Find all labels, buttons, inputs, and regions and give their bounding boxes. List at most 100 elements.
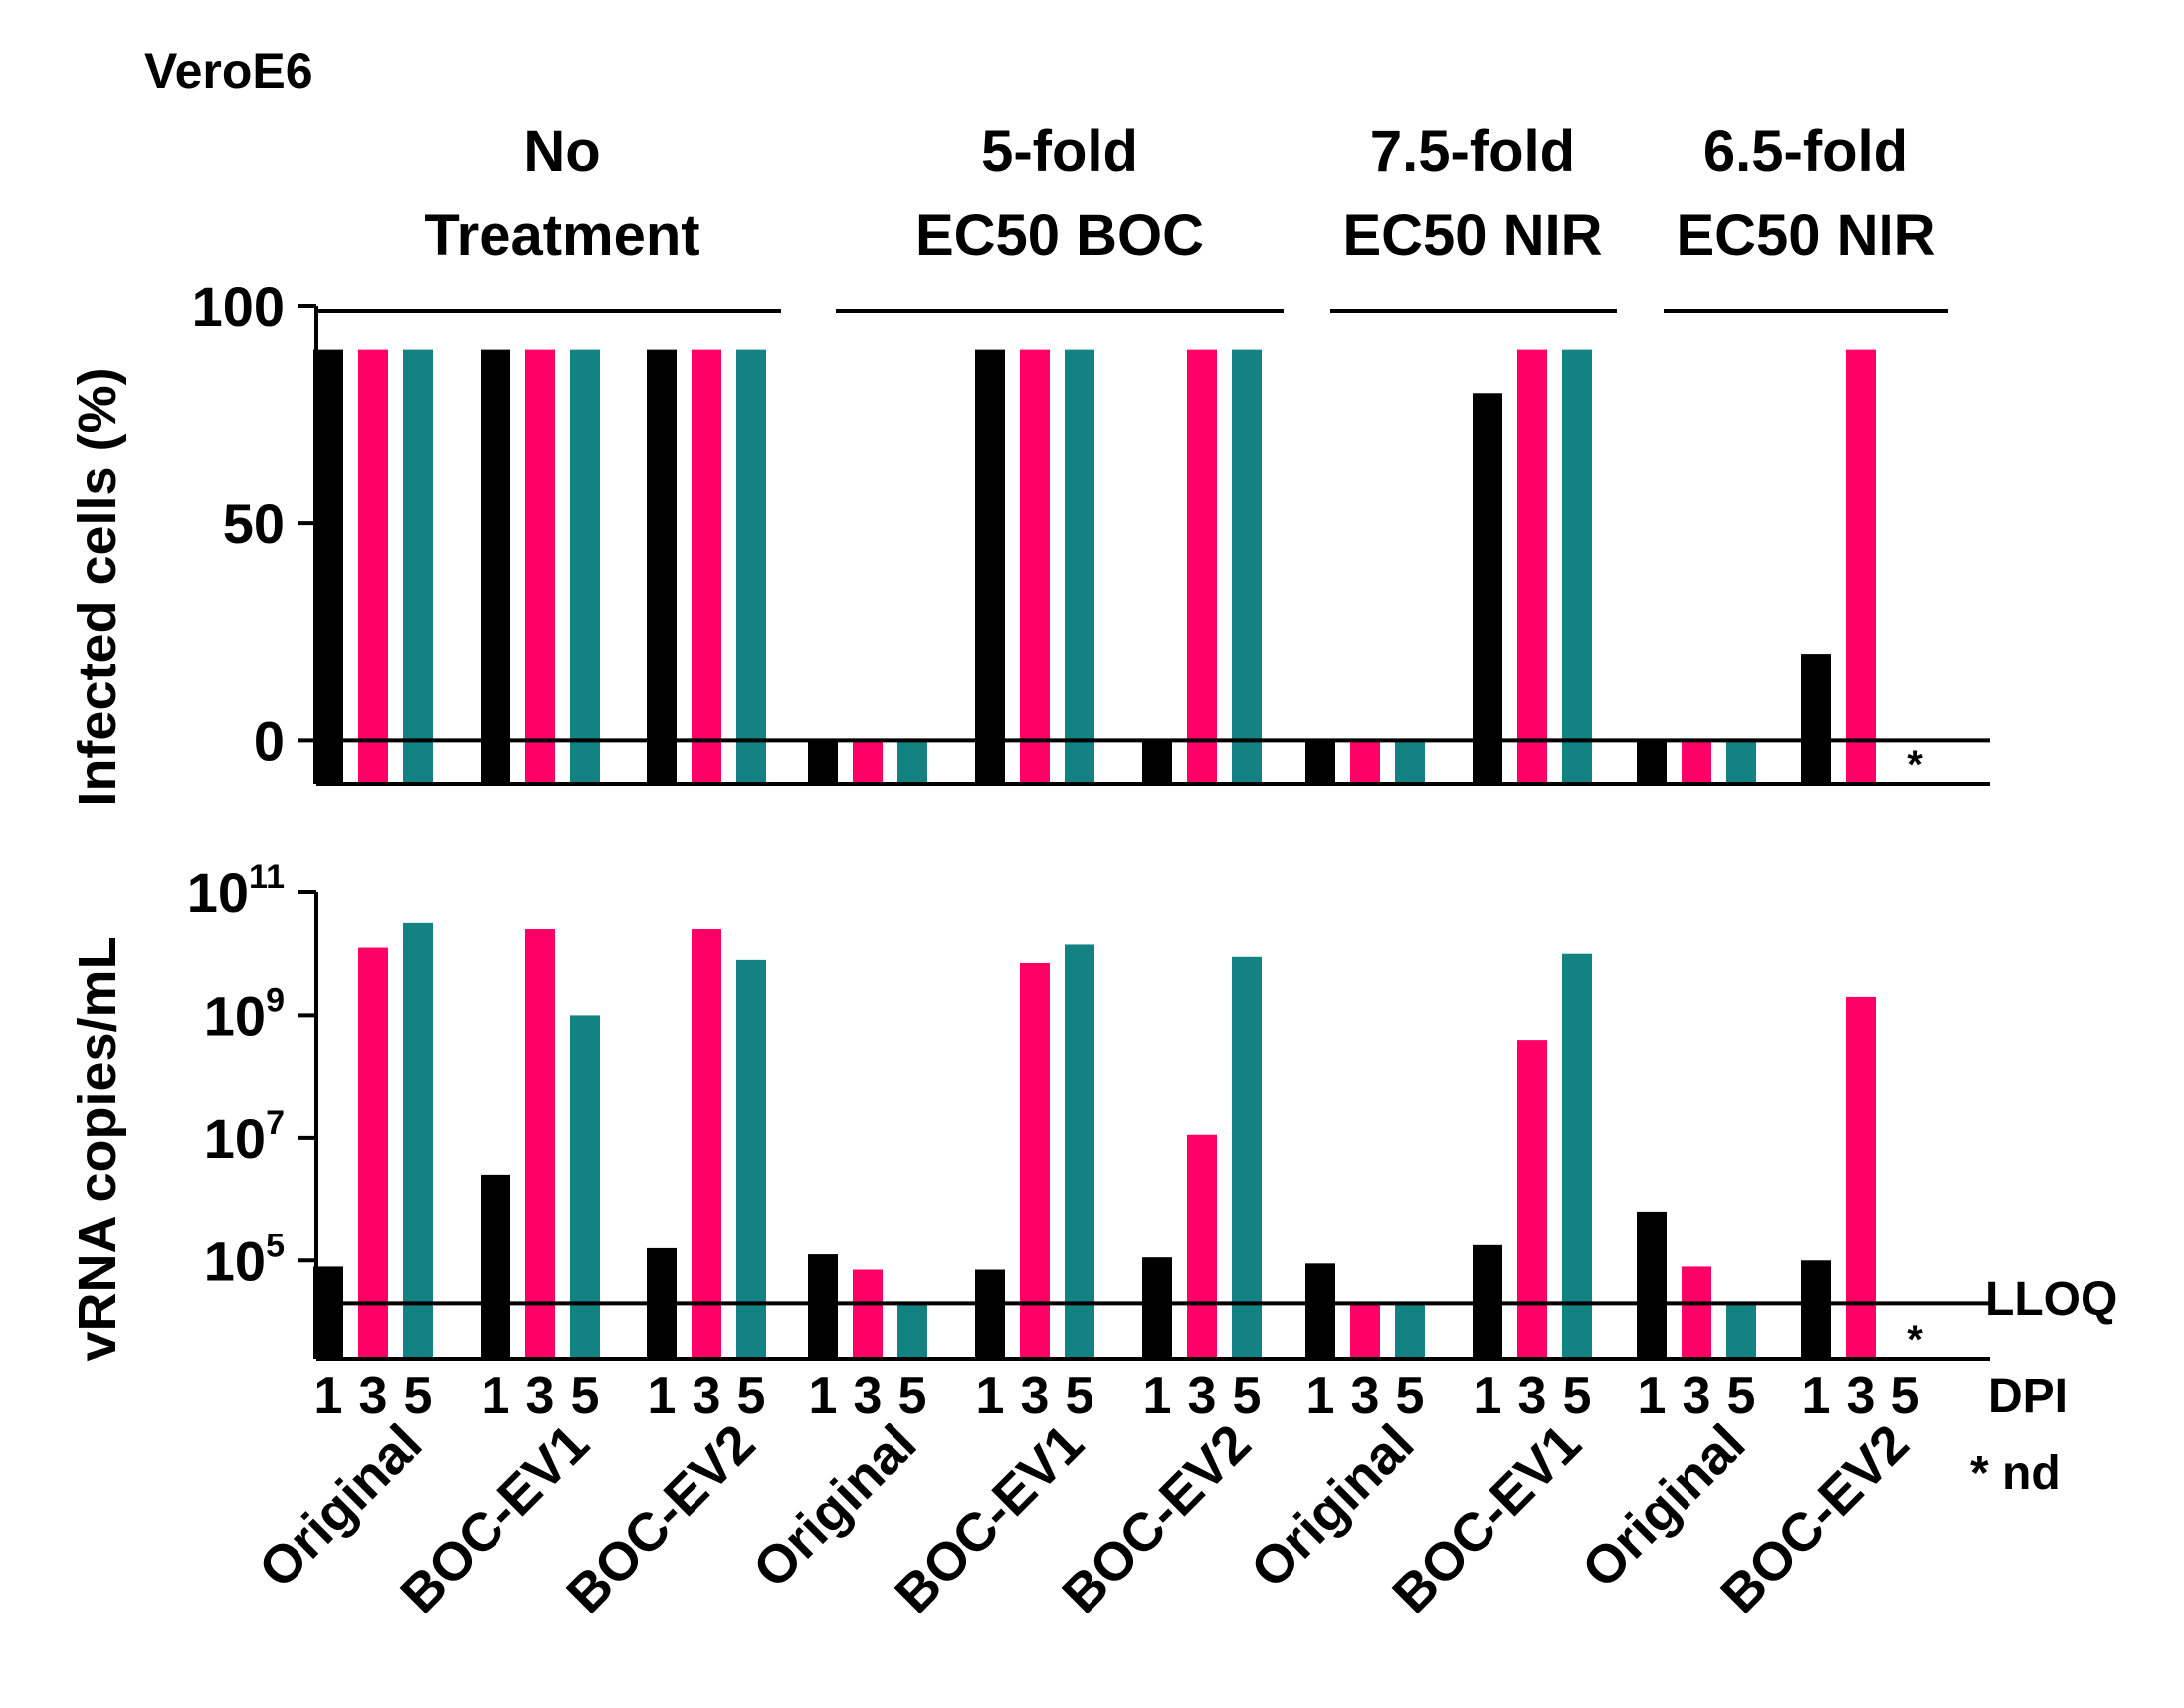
bar-vrna-cat5-dpi1: [975, 1269, 1005, 1359]
ytick-exponent: 5: [266, 1227, 285, 1264]
dpi-tick-cat5-1: 1: [976, 1367, 1005, 1424]
bar-vrna-cat2-dpi5: [570, 1015, 600, 1359]
infected-cells-ytick-label-0: 0: [254, 709, 285, 772]
bar-vrna-cat6-dpi1: [1142, 1257, 1172, 1359]
group-label-4-line-2: EC50 NIR: [1676, 203, 1935, 268]
bar-infected-cells-cat2-dpi1: [481, 349, 510, 784]
bar-infected-cells-cat1-dpi5: [403, 349, 433, 784]
bar-infected-cells-cat8-dpi3: [1517, 349, 1547, 784]
bar-infected-cells-cat9-dpi1: [1637, 740, 1667, 784]
dpi-tick-cat3-1: 1: [648, 1367, 677, 1424]
bar-vrna-cat4-dpi1: [808, 1254, 838, 1359]
bar-infected-cells-cat4-dpi3: [853, 740, 883, 784]
bar-infected-cells-cat10-dpi1: [1801, 654, 1831, 784]
bar-infected-cells-cat5-dpi3: [1020, 349, 1050, 784]
bar-vrna-cat9-dpi3: [1682, 1266, 1711, 1359]
bar-vrna-cat6-dpi5: [1232, 956, 1262, 1359]
vrna-ytick-label-10e9: 109: [204, 981, 285, 1046]
bar-vrna-cat2-dpi1: [481, 1174, 510, 1359]
bar-vrna-cat9-dpi5: [1726, 1303, 1756, 1359]
bar-vrna-cat4-dpi5: [897, 1303, 927, 1359]
dpi-tick-cat4-5: 5: [898, 1367, 927, 1424]
ytick-exponent: 9: [266, 981, 285, 1019]
dpi-tick-cat5-5: 5: [1066, 1367, 1094, 1424]
bar-vrna-cat1-dpi3: [358, 947, 388, 1359]
dpi-tick-cat9-3: 3: [1683, 1367, 1711, 1424]
bar-vrna-cat5-dpi5: [1065, 944, 1094, 1359]
bar-infected-cells-cat3-dpi5: [736, 349, 766, 784]
dpi-tick-cat8-3: 3: [1518, 1367, 1547, 1424]
dpi-tick-cat3-5: 5: [737, 1367, 766, 1424]
dpi-tick-cat7-3: 3: [1351, 1367, 1380, 1424]
dpi-label: DPI: [1988, 1370, 2068, 1423]
bar-infected-cells-cat4-dpi1: [808, 740, 838, 784]
infected-cells-ytick-label-100: 100: [192, 276, 285, 338]
group-label-1-line-1: No: [523, 119, 600, 184]
bar-infected-cells-cat6-dpi5: [1232, 349, 1262, 784]
dpi-tick-cat1-1: 1: [314, 1367, 343, 1424]
group-label-2-line-1: 5-fold: [981, 119, 1138, 184]
ytick-exponent: 7: [266, 1104, 285, 1142]
dpi-tick-cat1-3: 3: [359, 1367, 388, 1424]
bar-vrna-cat1-dpi5: [403, 922, 433, 1359]
ytick-base: 10: [204, 984, 266, 1046]
nd-star-infected-cells: *: [1907, 743, 1923, 787]
dpi-tick-cat1-5: 5: [404, 1367, 433, 1424]
ytick-base: 10: [187, 861, 249, 924]
ytick-exponent: 11: [249, 858, 285, 896]
bar-infected-cells-cat9-dpi5: [1726, 740, 1756, 784]
bar-vrna-cat9-dpi1: [1637, 1211, 1667, 1359]
bar-infected-cells-cat5-dpi1: [975, 349, 1005, 784]
bar-infected-cells-cat9-dpi3: [1682, 740, 1711, 784]
bar-vrna-cat7-dpi3: [1350, 1303, 1380, 1359]
top-y-axis-title: Infected cells (%): [68, 367, 127, 806]
lloq-label: LLOQ: [1985, 1273, 2117, 1326]
vrna-ytick-label-10e5: 105: [204, 1227, 285, 1292]
bar-infected-cells-cat2-dpi5: [570, 349, 600, 784]
group-label-2-line-2: EC50 BOC: [915, 203, 1204, 268]
group-label-3-line-2: EC50 NIR: [1342, 203, 1602, 268]
ytick-base: 10: [204, 1107, 266, 1170]
bar-infected-cells-cat8-dpi1: [1473, 393, 1502, 784]
group-labels: No Treatment 5-fold EC50 BOC 7.5-fold EC50 NI…: [424, 119, 1935, 268]
dpi-tick-cat3-3: 3: [693, 1367, 721, 1424]
category-labels: OriginalBOC-EV1BOC-EV2OriginalBOC-EV1BOC…: [248, 1414, 1921, 1624]
group-label-4-line-1: 6.5-fold: [1703, 119, 1908, 184]
bar-vrna-cat10-dpi3: [1846, 996, 1876, 1359]
bar-infected-cells-cat3-dpi3: [692, 349, 721, 784]
nd-star-vrna: *: [1907, 1318, 1923, 1362]
bar-vrna-cat8-dpi5: [1562, 953, 1592, 1359]
bar-infected-cells-cat2-dpi3: [525, 349, 555, 784]
bar-infected-cells-cat4-dpi5: [897, 740, 927, 784]
bar-infected-cells-cat10-dpi3: [1846, 349, 1876, 784]
dpi-tick-cat6-3: 3: [1188, 1367, 1217, 1424]
bar-vrna-cat3-dpi3: [692, 929, 721, 1359]
bar-vrna-cat10-dpi1: [1801, 1260, 1831, 1359]
dpi-tick-cat4-1: 1: [809, 1367, 838, 1424]
dpi-tick-cat6-1: 1: [1143, 1367, 1172, 1424]
bar-infected-cells-cat7-dpi1: [1305, 740, 1335, 784]
dpi-tick-cat8-1: 1: [1474, 1367, 1502, 1424]
dpi-tick-cat5-3: 3: [1021, 1367, 1050, 1424]
bar-infected-cells-cat7-dpi3: [1350, 740, 1380, 784]
bar-vrna-cat7-dpi1: [1305, 1263, 1335, 1359]
bar-vrna-cat8-dpi3: [1517, 1040, 1547, 1359]
dpi-tick-cat10-1: 1: [1802, 1367, 1831, 1424]
bar-vrna-cat3-dpi5: [736, 959, 766, 1359]
dpi-tick-cat2-5: 5: [571, 1367, 600, 1424]
dpi-tick-cat2-3: 3: [526, 1367, 555, 1424]
bar-infected-cells-cat3-dpi1: [647, 349, 677, 784]
vrna-ytick-label-10e11: 1011: [187, 858, 285, 924]
bar-vrna-cat6-dpi3: [1187, 1134, 1217, 1359]
bottom-y-axis-title: vRNA copies/mL: [68, 936, 127, 1361]
bar-infected-cells-cat6-dpi1: [1142, 740, 1172, 784]
bar-infected-cells-cat1-dpi3: [358, 349, 388, 784]
bar-vrna-cat5-dpi3: [1020, 962, 1050, 1359]
bar-infected-cells-cat8-dpi5: [1562, 349, 1592, 784]
dpi-tick-cat8-5: 5: [1563, 1367, 1592, 1424]
nd-note: * nd: [1970, 1447, 2061, 1500]
bar-infected-cells-cat6-dpi3: [1187, 349, 1217, 784]
